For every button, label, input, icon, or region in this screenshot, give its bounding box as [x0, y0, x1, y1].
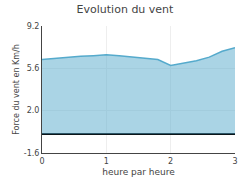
- svg-text:1: 1: [104, 157, 109, 166]
- svg-text:0: 0: [39, 157, 44, 166]
- svg-text:-1.6: -1.6: [24, 149, 40, 158]
- svg-text:3: 3: [232, 157, 237, 166]
- svg-text:2: 2: [168, 157, 173, 166]
- svg-text:5.6: 5.6: [27, 64, 40, 73]
- svg-text:2.0: 2.0: [27, 106, 40, 115]
- svg-text:Force du vent en Km/h: Force du vent en Km/h: [12, 44, 21, 135]
- svg-text:Evolution du vent: Evolution du vent: [77, 3, 174, 16]
- svg-text:9.2: 9.2: [27, 22, 40, 31]
- svg-text:heure par heure: heure par heure: [102, 167, 175, 177]
